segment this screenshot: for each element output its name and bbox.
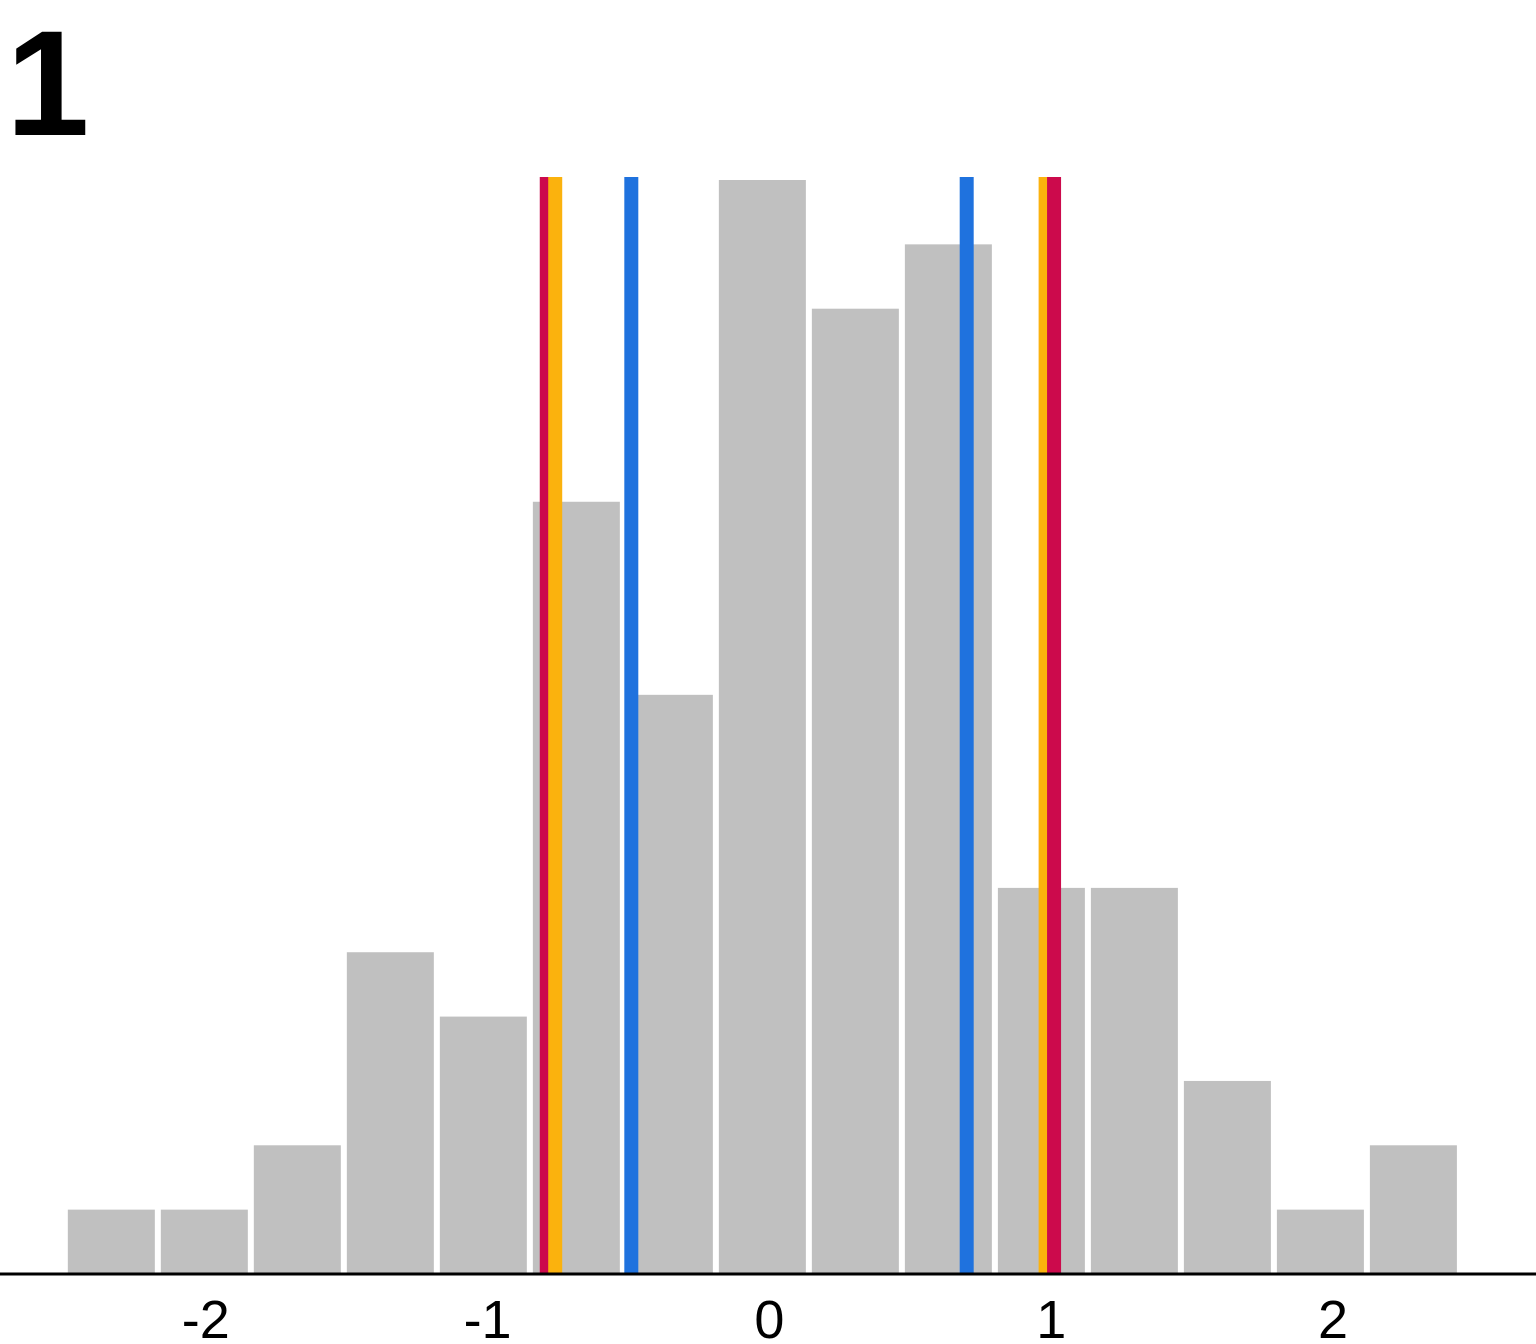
histogram-bar-9 <box>904 244 992 1275</box>
histogram-bar-13 <box>1276 1209 1364 1274</box>
panel-label: 1 <box>6 0 90 167</box>
x-axis-ticks: -2 -1 0 1 2 <box>182 1290 1348 1344</box>
x-tick-label: 2 <box>1318 1290 1348 1344</box>
x-tick-label: 0 <box>754 1290 784 1344</box>
histogram-bar-1 <box>160 1209 248 1274</box>
x-tick-label: -2 <box>182 1290 230 1344</box>
reference-lines <box>539 177 1062 1274</box>
histogram-bar-4 <box>439 1016 527 1274</box>
histogram-bar-7 <box>718 180 806 1274</box>
histogram-bar-11 <box>1090 887 1178 1274</box>
histogram-bar-12 <box>1183 1080 1271 1274</box>
x-tick-label: -1 <box>464 1290 512 1344</box>
histogram-bar-0 <box>67 1209 155 1274</box>
histogram-bar-2 <box>253 1145 341 1274</box>
histogram-bars <box>67 180 1457 1275</box>
histogram-bar-3 <box>346 952 434 1274</box>
histogram-bar-14 <box>1369 1145 1457 1274</box>
histogram-bar-6 <box>625 694 713 1274</box>
x-tick-label: 1 <box>1036 1290 1066 1344</box>
histogram-bar-8 <box>811 308 899 1274</box>
